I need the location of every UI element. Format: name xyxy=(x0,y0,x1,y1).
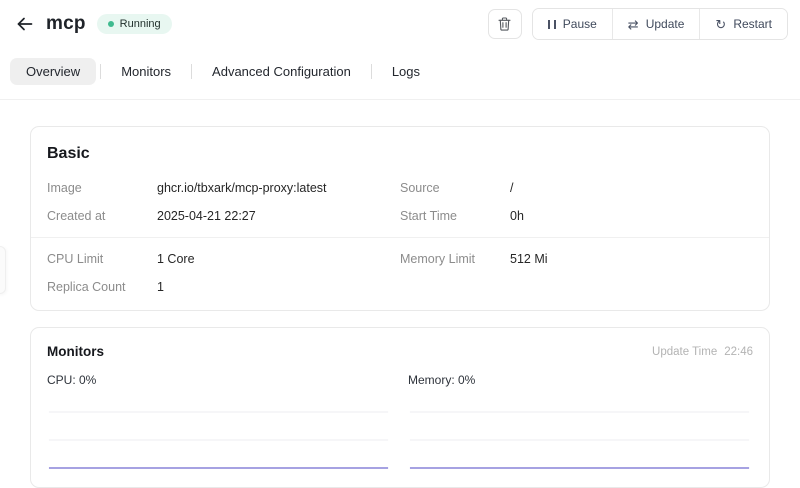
delete-button[interactable] xyxy=(487,9,522,39)
cpu-line-chart xyxy=(48,411,389,469)
pause-label: Pause xyxy=(562,17,597,31)
arrow-left-icon xyxy=(17,17,33,31)
field-replica-count: Replica Count 1 xyxy=(47,280,400,294)
field-label: Start Time xyxy=(400,209,457,223)
field-value: 0h xyxy=(510,209,524,223)
field-value: / xyxy=(510,181,514,195)
trash-icon xyxy=(498,17,511,31)
field-memory-limit: Memory Limit 512 Mi xyxy=(400,252,753,266)
field-label: Created at xyxy=(47,209,106,223)
main-content: Basic Image ghcr.io/tbxark/mcp-proxy:lat… xyxy=(0,100,800,488)
update-time-value: 22:46 xyxy=(724,345,753,358)
field-value: ghcr.io/tbxark/mcp-proxy:latest xyxy=(157,181,327,195)
pause-button[interactable]: Pause xyxy=(532,9,612,39)
basic-info-grid: Image ghcr.io/tbxark/mcp-proxy:latest So… xyxy=(47,181,753,223)
cpu-chart-label: CPU: 0% xyxy=(47,373,97,387)
pause-icon xyxy=(547,19,556,29)
field-value: 2025-04-21 22:27 xyxy=(157,209,256,223)
restart-label: Restart xyxy=(733,17,772,31)
field-created-at: Created at 2025-04-21 22:27 xyxy=(47,209,400,223)
memory-chart-label: Memory: 0% xyxy=(408,373,476,387)
monitors-card-title: Monitors xyxy=(47,344,104,359)
cpu-chart: CPU: 0% xyxy=(47,369,392,471)
tab-advanced-configuration[interactable]: Advanced Configuration xyxy=(212,64,351,79)
update-button[interactable]: ⇄ Update xyxy=(611,9,700,39)
field-label: Image xyxy=(47,181,82,195)
field-label: Source xyxy=(400,181,440,195)
field-label: Replica Count xyxy=(47,280,126,294)
field-image: Image ghcr.io/tbxark/mcp-proxy:latest xyxy=(47,181,400,195)
field-cpu-limit: CPU Limit 1 Core xyxy=(47,252,400,266)
memory-chart: Memory: 0% xyxy=(408,369,753,471)
basic-card: Basic Image ghcr.io/tbxark/mcp-proxy:lat… xyxy=(30,126,770,311)
drawer-handle[interactable] xyxy=(0,246,6,294)
tab-logs[interactable]: Logs xyxy=(391,64,421,79)
field-start-time: Start Time 0h xyxy=(400,209,753,223)
status-badge: Running xyxy=(96,14,172,34)
basic-resources-grid: CPU Limit 1 Core Memory Limit 512 Mi Rep… xyxy=(47,252,753,294)
field-label: CPU Limit xyxy=(47,252,104,266)
field-label: Memory Limit xyxy=(400,252,476,266)
action-button-group: Pause ⇄ Update ↻ Restart xyxy=(531,8,788,40)
update-time-label: Update Time xyxy=(652,345,718,358)
basic-card-title: Basic xyxy=(47,145,90,162)
tab-overview[interactable]: Overview xyxy=(10,58,97,85)
divider xyxy=(31,237,769,238)
field-empty xyxy=(400,280,753,294)
field-value: 512 Mi xyxy=(510,252,548,266)
tab-divider xyxy=(370,64,372,79)
back-button[interactable] xyxy=(14,14,35,34)
tab-monitors[interactable]: Monitors xyxy=(121,64,172,79)
top-bar-actions: Pause ⇄ Update ↻ Restart xyxy=(487,8,788,40)
field-source: Source / xyxy=(400,181,753,195)
status-dot-icon xyxy=(107,21,114,27)
divider xyxy=(0,99,800,100)
field-value: 1 Core xyxy=(157,252,195,266)
top-bar-left: mcp Running xyxy=(14,13,172,35)
monitors-header: Monitors Update Time 22:46 xyxy=(47,344,753,359)
tab-bar: Overview Monitors Advanced Configuration… xyxy=(0,46,800,99)
tab-divider xyxy=(100,64,102,79)
restart-button[interactable]: ↻ Restart xyxy=(699,9,787,39)
monitors-card: Monitors Update Time 22:46 CPU: 0% Memor… xyxy=(30,327,770,488)
charts-row: CPU: 0% Memory: 0% xyxy=(47,369,753,471)
restart-circle-arrow-icon: ↻ xyxy=(715,16,727,32)
update-time: Update Time 22:46 xyxy=(652,346,753,358)
tab-divider xyxy=(191,64,193,79)
page-title: mcp xyxy=(46,13,86,34)
top-bar: mcp Running Pause ⇄ Update ↻ xyxy=(0,0,800,46)
field-value: 1 xyxy=(157,280,164,294)
status-label: Running xyxy=(119,18,161,30)
update-label: Update xyxy=(645,17,685,31)
memory-line-chart xyxy=(409,411,750,469)
swap-arrows-icon: ⇄ xyxy=(627,16,639,32)
